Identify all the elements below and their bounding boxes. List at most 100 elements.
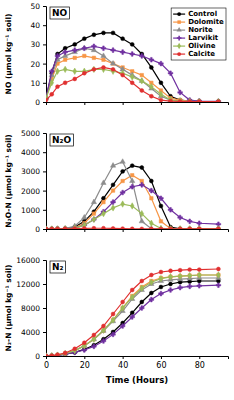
series-marker [46, 226, 48, 229]
series-marker [82, 37, 86, 41]
series-marker [149, 273, 153, 277]
series-marker [130, 315, 135, 320]
series-marker [169, 226, 173, 229]
series-marker [178, 285, 183, 290]
series-line [46, 269, 218, 356]
legend-label: Larvikit [188, 34, 219, 42]
axis-line [43, 134, 47, 230]
series-marker [140, 89, 144, 93]
y-tick-mark [43, 171, 46, 172]
series-marker [92, 56, 95, 59]
series-marker [63, 58, 66, 61]
series-marker [140, 227, 144, 229]
series-marker [49, 227, 54, 229]
series-marker [73, 42, 77, 46]
series-marker [217, 226, 221, 229]
legend-marker [177, 27, 182, 32]
x-tick [199, 229, 200, 232]
series-marker [169, 282, 173, 286]
y-tick: 12000 [16, 280, 46, 289]
legend-marker [177, 12, 181, 16]
series-marker [63, 66, 67, 72]
series-marker [149, 179, 153, 183]
axis-line [43, 7, 47, 103]
series-marker [197, 99, 201, 102]
x-tick-label: 20 [80, 361, 90, 370]
series-marker [111, 200, 116, 205]
legend-item: Control [173, 10, 217, 18]
series-marker [198, 227, 201, 229]
x-tick: 40 [118, 356, 128, 370]
series-marker [188, 227, 191, 229]
panel-title: N₂ [50, 261, 66, 273]
series-marker [130, 52, 135, 57]
y-tick: 0 [35, 352, 46, 361]
series-marker [139, 306, 144, 311]
x-tick-mark [199, 102, 200, 105]
series-marker [55, 352, 60, 356]
series-marker [56, 352, 60, 356]
series-line [46, 48, 218, 101]
series-marker [73, 347, 77, 351]
legend-item: Calcite [173, 50, 215, 58]
series-line [46, 33, 218, 102]
panel-title: NO [50, 7, 70, 19]
series-marker [46, 354, 48, 356]
series-line [46, 275, 218, 356]
series-marker [216, 99, 221, 102]
series-marker [159, 291, 164, 296]
series-marker [178, 98, 182, 102]
series-marker [101, 180, 106, 185]
y-tick-mark [43, 6, 46, 7]
series-marker [130, 294, 134, 300]
series-marker [92, 216, 96, 222]
series-marker [169, 99, 173, 102]
series-marker [197, 227, 201, 229]
series-marker [111, 317, 115, 323]
series-marker [50, 92, 54, 96]
series-marker [63, 352, 66, 355]
series-line [46, 275, 218, 356]
legend-label: Dolomite [188, 18, 224, 26]
y-axis: 01020304050 [30, 2, 46, 107]
series-marker [140, 179, 143, 182]
series-marker [111, 67, 115, 71]
series-marker [168, 207, 173, 212]
series-marker [188, 227, 192, 229]
series-marker [197, 283, 202, 288]
series-marker [46, 227, 48, 229]
series-marker [159, 61, 164, 66]
series-marker [187, 284, 192, 289]
axis-line [47, 357, 229, 360]
series-marker [140, 300, 144, 304]
series-marker [216, 267, 220, 271]
x-axis [47, 102, 229, 105]
series-line [46, 285, 218, 356]
y-tick: 16000 [16, 256, 46, 265]
series-marker [56, 85, 60, 89]
series-marker [46, 98, 48, 102]
series-marker [159, 275, 163, 281]
series-marker [140, 279, 144, 283]
x-tick-mark [123, 356, 124, 359]
y-tick: 3000 [21, 167, 46, 176]
y-axis-title: N₂O-N (µmol kg⁻¹ soil) [4, 134, 13, 228]
legend-item: Norite [173, 26, 213, 34]
series-marker [130, 174, 133, 177]
series-marker [178, 227, 182, 229]
y-tick-label: 40 [30, 21, 40, 30]
y-tick: 40 [30, 21, 46, 30]
series-marker [72, 48, 77, 53]
series-marker [102, 65, 106, 69]
series-marker [121, 37, 125, 41]
series-marker [188, 99, 191, 102]
series-marker [140, 73, 143, 76]
series-marker [82, 68, 86, 74]
series-marker [46, 354, 48, 356]
y-tick-mark [43, 308, 46, 309]
x-tick-mark [123, 229, 124, 232]
y-tick: 10 [30, 79, 46, 88]
x-tick-label: 40 [118, 361, 128, 370]
series-marker [178, 273, 182, 279]
y-tick-label: 8000 [21, 304, 40, 313]
